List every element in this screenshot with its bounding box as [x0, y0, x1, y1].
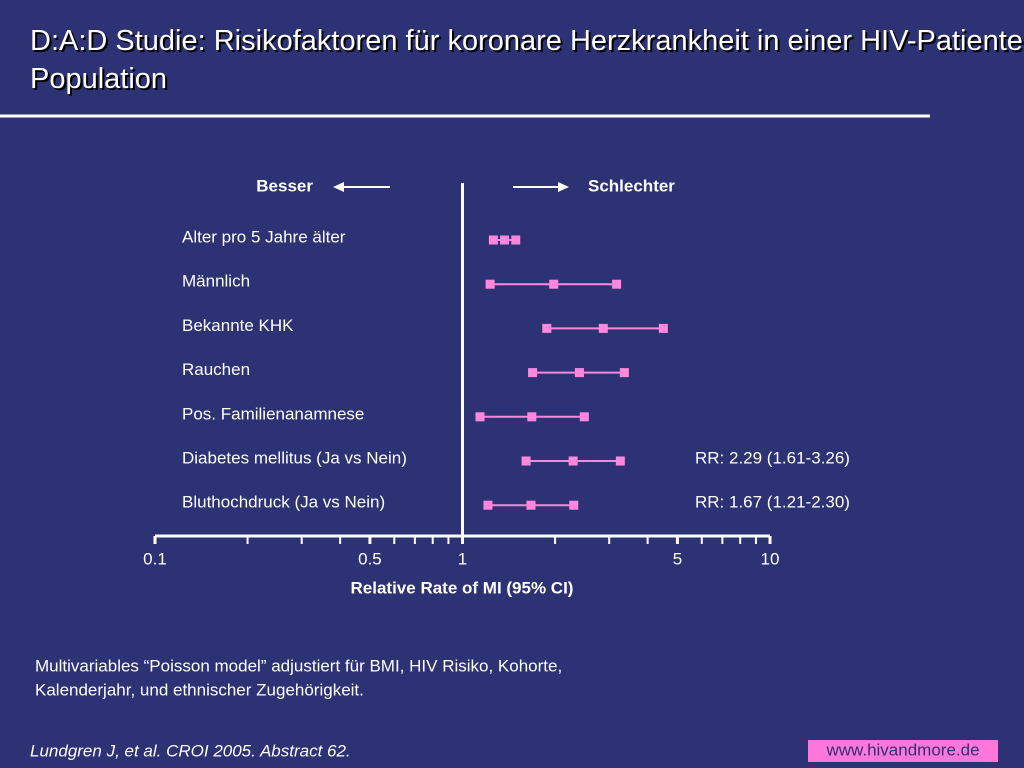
arrow-head	[558, 182, 569, 192]
value-label: RR: 1.67 (1.21-2.30)	[695, 493, 850, 512]
x-tick-label: 10	[761, 549, 780, 568]
ci-end	[612, 279, 622, 289]
ci-end	[485, 279, 495, 289]
footnote: Multivariables “Poisson model” adjustier…	[35, 656, 562, 675]
citation: Lundgren J, et al. CROI 2005. Abstract 6…	[30, 741, 351, 760]
ci-end	[521, 456, 531, 466]
ci-end	[511, 235, 521, 245]
row-label: Pos. Familienanamnese	[182, 404, 364, 423]
point-estimate	[598, 323, 608, 333]
ci-end	[475, 412, 485, 422]
row-label: Bluthochdruck (Ja vs Nein)	[182, 493, 385, 512]
point-estimate	[527, 412, 537, 422]
ci-end	[579, 412, 589, 422]
left-label: Besser	[256, 176, 313, 195]
point-estimate	[568, 456, 578, 466]
ci-end	[483, 500, 493, 510]
point-estimate	[526, 500, 536, 510]
website[interactable]: www.hivandmore.de	[825, 740, 979, 759]
x-axis-label: Relative Rate of MI (95% CI)	[351, 578, 574, 597]
point-estimate	[574, 368, 584, 378]
row-label: Bekannte KHK	[182, 316, 294, 335]
ci-end	[658, 323, 668, 333]
website-box	[808, 740, 998, 762]
ci-end	[528, 368, 538, 378]
ci-end	[569, 500, 579, 510]
ci-end	[615, 456, 625, 466]
chart-title: D:A:D Studie: Risikofaktoren für koronar…	[30, 25, 1024, 95]
point-estimate	[549, 279, 559, 289]
value-label: RR: 2.29 (1.61-3.26)	[695, 448, 850, 467]
arrow-head	[333, 182, 344, 192]
point-estimate	[500, 235, 510, 245]
x-tick-label: 5	[673, 549, 682, 568]
row-label: Rauchen	[182, 360, 250, 379]
row-label: Diabetes mellitus (Ja vs Nein)	[182, 448, 407, 467]
ci-end	[488, 235, 498, 245]
x-tick-label: 0.1	[143, 549, 167, 568]
ci-end	[619, 368, 629, 378]
ci-end	[542, 323, 552, 333]
footnote: Kalenderjahr, und ethnischer Zugehörigke…	[35, 680, 364, 699]
row-label: Männlich	[182, 272, 250, 291]
x-tick-label: 0.5	[358, 549, 382, 568]
row-label: Alter pro 5 Jahre älter	[182, 227, 346, 246]
right-label: Schlechter	[588, 176, 675, 195]
x-tick-label: 1	[458, 549, 467, 568]
